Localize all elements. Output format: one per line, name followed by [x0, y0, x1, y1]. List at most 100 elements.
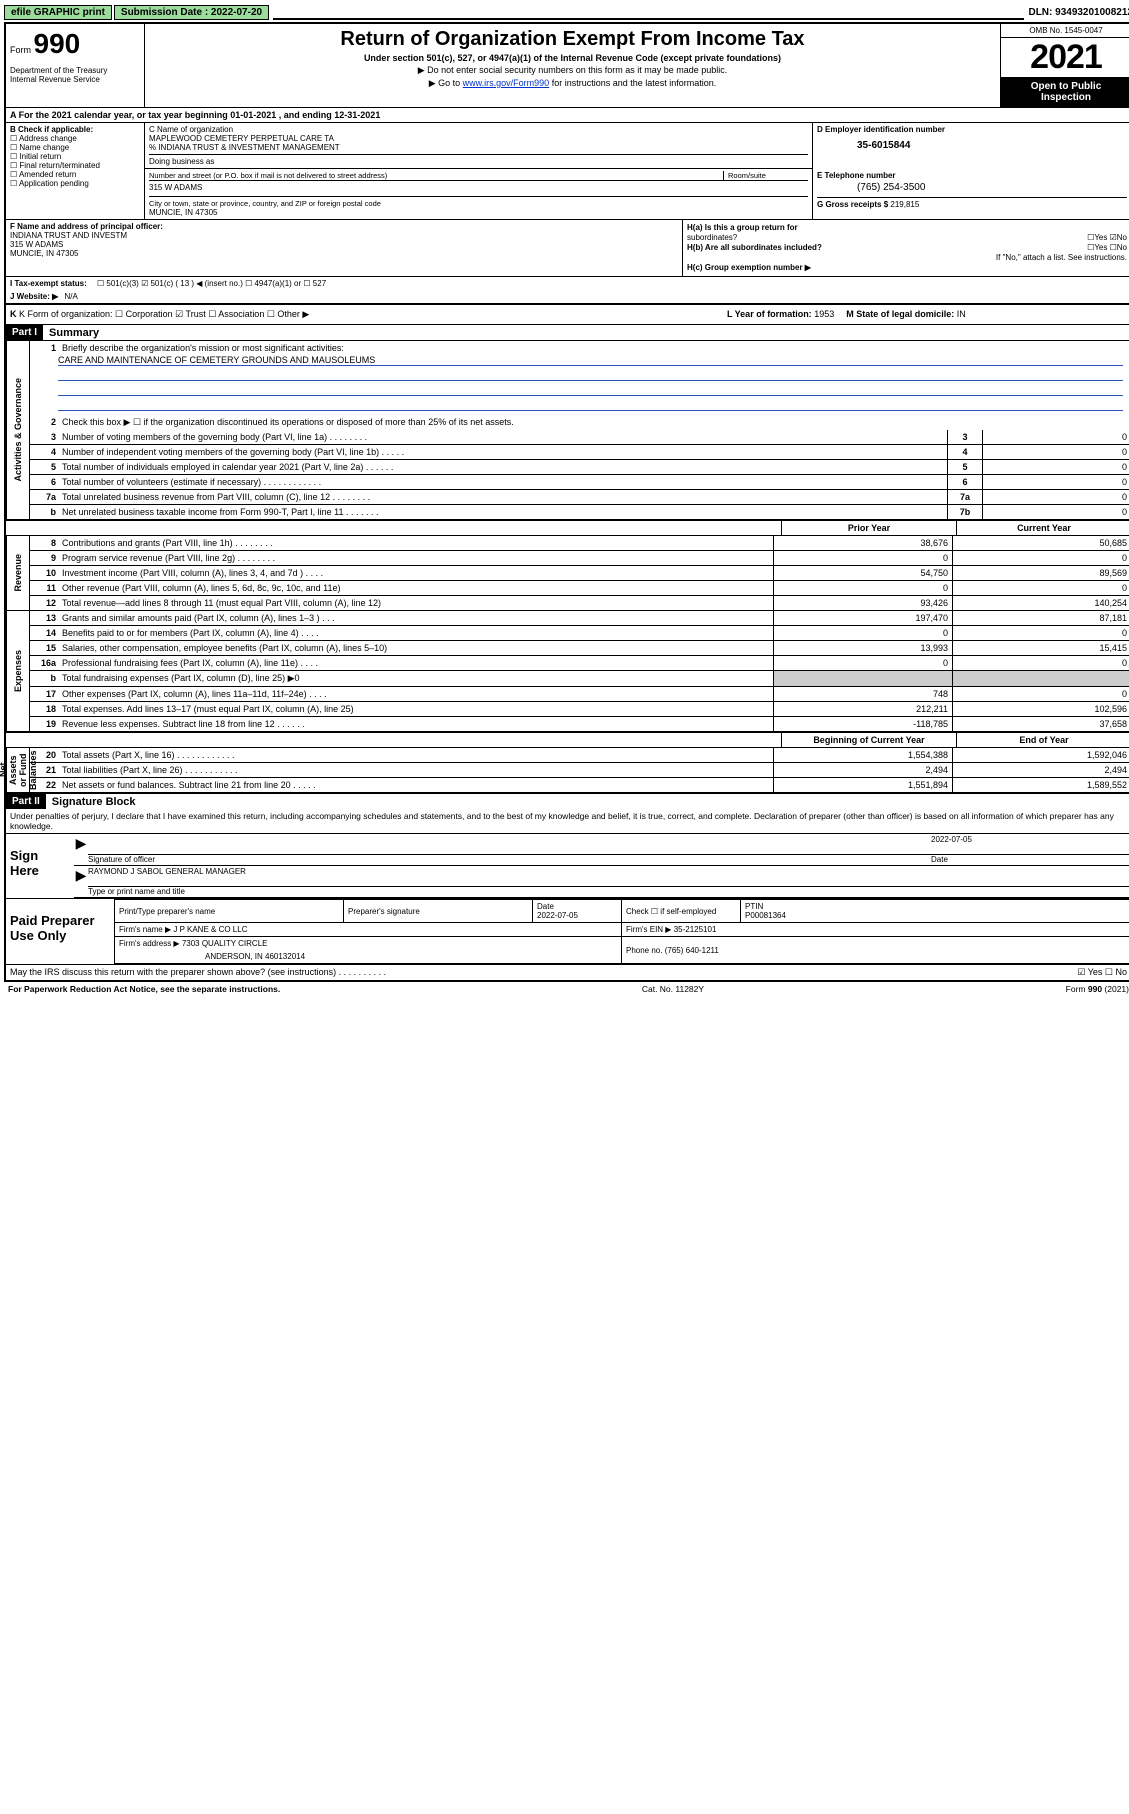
- header-right: OMB No. 1545-0047 2021 Open to Public In…: [1000, 24, 1129, 107]
- vlabel-gov: Activities & Governance: [6, 341, 30, 520]
- lm-block: L Year of formation: 1953 M State of leg…: [727, 309, 1127, 320]
- officer-label: F Name and address of principal officer:: [10, 222, 163, 231]
- paid-preparer-label: Paid Preparer Use Only: [6, 899, 114, 964]
- current-year-hdr: Current Year: [956, 521, 1129, 535]
- hc-label: H(c) Group exemption number ▶: [687, 263, 811, 272]
- line-6: 6Total number of volunteers (estimate if…: [30, 475, 1129, 490]
- header-left: Form 990 Department of the Treasury Inte…: [6, 24, 145, 107]
- pp-date-lbl: Date: [537, 902, 554, 911]
- line-18: 18Total expenses. Add lines 13–17 (must …: [30, 702, 1129, 717]
- col-g-gross: G Gross receipts $ 219,815: [817, 197, 1127, 209]
- org-name: MAPLEWOOD CEMETERY PERPETUAL CARE TA: [149, 134, 334, 143]
- k-label[interactable]: K Form of organization: ☐ Corporation ☑ …: [19, 309, 309, 319]
- firm-name-lbl: Firm's name ▶: [119, 925, 171, 934]
- i-options[interactable]: ☐ 501(c)(3) ☑ 501(c) ( 13 ) ◀ (insert no…: [97, 279, 326, 288]
- cb-initial-return[interactable]: ☐ Initial return: [10, 152, 140, 161]
- col-e-phone: E Telephone number (765) 254-3500 G Gros…: [813, 169, 1129, 219]
- ein-label: D Employer identification number: [817, 125, 945, 134]
- tax-year: 2021: [1001, 38, 1129, 77]
- mission-text: CARE AND MAINTENANCE OF CEMETERY GROUNDS…: [58, 355, 1123, 366]
- cb-name-change[interactable]: ☐ Name change: [10, 143, 140, 152]
- sign-here-label: Sign Here: [6, 834, 74, 898]
- firm-ein: 35-2125101: [674, 925, 717, 934]
- efile-print-button[interactable]: efile GRAPHIC print: [4, 5, 112, 20]
- cb-amended-return[interactable]: ☐ Amended return: [10, 170, 140, 179]
- gross-label: G Gross receipts $: [817, 200, 888, 209]
- may-irs-text: May the IRS discuss this return with the…: [10, 967, 1077, 978]
- cb-application-pending[interactable]: ☐ Application pending: [10, 179, 140, 188]
- officer-name: INDIANA TRUST AND INVESTM: [10, 231, 127, 240]
- website-row: J Website: ▶ N/A: [6, 290, 1129, 303]
- vlabel-exp: Expenses: [6, 611, 30, 732]
- pp-check[interactable]: Check ☐ if self-employed: [622, 900, 741, 923]
- line-13: 13Grants and similar amounts paid (Part …: [30, 611, 1129, 626]
- form-title: Return of Organization Exempt From Incom…: [149, 28, 996, 51]
- col-b-title: B Check if applicable:: [10, 125, 93, 134]
- officer-addr2: MUNCIE, IN 47305: [10, 249, 78, 258]
- submission-date-button[interactable]: Submission Date : 2022-07-20: [114, 5, 269, 20]
- line-b: bNet unrelated business taxable income f…: [30, 505, 1129, 520]
- ha-yesno[interactable]: ☐Yes ☑No: [1087, 233, 1127, 242]
- may-irs-yesno[interactable]: ☑ Yes ☐ No: [1077, 967, 1127, 978]
- gross-value: 219,815: [890, 200, 919, 209]
- address-block: Number and street (or P.O. box if mail i…: [145, 169, 813, 219]
- tax-exempt-status: I Tax-exempt status: ☐ 501(c)(3) ☑ 501(c…: [6, 277, 1129, 290]
- dept-label: Department of the Treasury Internal Reve…: [10, 66, 140, 84]
- pp-sig-cell: Preparer's signature: [344, 900, 533, 923]
- perjury-declaration: Under penalties of perjury, I declare th…: [6, 809, 1129, 833]
- col-f-officer: F Name and address of principal officer:…: [6, 220, 683, 276]
- pra-notice: For Paperwork Reduction Act Notice, see …: [8, 984, 280, 994]
- q1-text: Briefly describe the organization's miss…: [58, 341, 1129, 355]
- paid-content: Print/Type preparer's name Preparer's si…: [114, 899, 1129, 964]
- hb-yesno[interactable]: ☐Yes ☐No: [1087, 243, 1127, 252]
- topbar: efile GRAPHIC print Submission Date : 20…: [4, 4, 1129, 20]
- sig-officer-label: Signature of officer: [88, 854, 931, 864]
- form-subtitle1: Under section 501(c), 527, or 4947(a)(1)…: [149, 53, 996, 63]
- row-i: I Tax-exempt status: ☐ 501(c)(3) ☑ 501(c…: [6, 277, 1129, 290]
- rev-lines: 8Contributions and grants (Part VIII, li…: [30, 536, 1129, 611]
- cb-address-change[interactable]: ☐ Address change: [10, 134, 140, 143]
- ptin-val: P00081364: [745, 911, 786, 920]
- line-4: 4Number of independent voting members of…: [30, 445, 1129, 460]
- line-b: bTotal fundraising expenses (Part IX, co…: [30, 671, 1129, 687]
- firm-addr2: ANDERSON, IN 460132014: [115, 950, 622, 964]
- end-year-hdr: End of Year: [956, 733, 1129, 747]
- section-expenses: Expenses 13Grants and similar amounts pa…: [6, 611, 1129, 732]
- prior-current-header: Prior Year Current Year: [6, 520, 1129, 536]
- line-20: 20Total assets (Part X, line 16) . . . .…: [30, 748, 1129, 763]
- cb-final-return[interactable]: ☐ Final return/terminated: [10, 161, 140, 170]
- exp-lines: 13Grants and similar amounts paid (Part …: [30, 611, 1129, 732]
- part1-title: Summary: [49, 327, 99, 339]
- form-container: Form 990 Department of the Treasury Inte…: [4, 22, 1129, 982]
- vlabel-rev: Revenue: [6, 536, 30, 611]
- officer-addr1: 315 W ADAMS: [10, 240, 63, 249]
- line-14: 14Benefits paid to or for members (Part …: [30, 626, 1129, 641]
- line-7a: 7aTotal unrelated business revenue from …: [30, 490, 1129, 505]
- firm-name: J P KANE & CO LLC: [173, 925, 247, 934]
- city-value: MUNCIE, IN 47305: [149, 208, 808, 217]
- officer-name-label: Type or print name and title: [88, 886, 1129, 896]
- ha-label2: subordinates?: [687, 233, 737, 242]
- part2-badge: Part II: [6, 794, 46, 809]
- col-c: C Name of organization MAPLEWOOD CEMETER…: [145, 123, 1129, 219]
- firm-phone: (765) 640-1211: [665, 946, 719, 955]
- beg-end-header: Beginning of Current Year End of Year: [6, 732, 1129, 748]
- may-irs-row: May the IRS discuss this return with the…: [6, 965, 1129, 980]
- form-subtitle3: ▶ Go to www.irs.gov/Form990 for instruct…: [149, 78, 996, 89]
- form-header: Form 990 Department of the Treasury Inte…: [6, 24, 1129, 108]
- arrow-icon: ▶: [74, 835, 88, 852]
- col-b-checkboxes: B Check if applicable: ☐ Address change …: [6, 123, 145, 219]
- dln-label: DLN: 93493201008212: [1028, 7, 1129, 18]
- cat-no: Cat. No. 11282Y: [642, 984, 704, 994]
- arrow-icon: ▶: [74, 867, 88, 884]
- l-label: L Year of formation:: [727, 309, 812, 319]
- line-16a: 16aProfessional fundraising fees (Part I…: [30, 656, 1129, 671]
- irs-link[interactable]: www.irs.gov/Form990: [463, 78, 550, 88]
- phone-value: (765) 254-3500: [817, 180, 1127, 193]
- sub3-post: for instructions and the latest informat…: [549, 78, 716, 88]
- section-governance: Activities & Governance 1Briefly describ…: [6, 340, 1129, 520]
- sig-date-label: Date: [931, 854, 1129, 864]
- part1-badge: Part I: [6, 325, 43, 340]
- col-h-group: H(a) Is this a group return for subordin…: [683, 220, 1129, 276]
- header-mid: Return of Organization Exempt From Incom…: [145, 24, 1000, 107]
